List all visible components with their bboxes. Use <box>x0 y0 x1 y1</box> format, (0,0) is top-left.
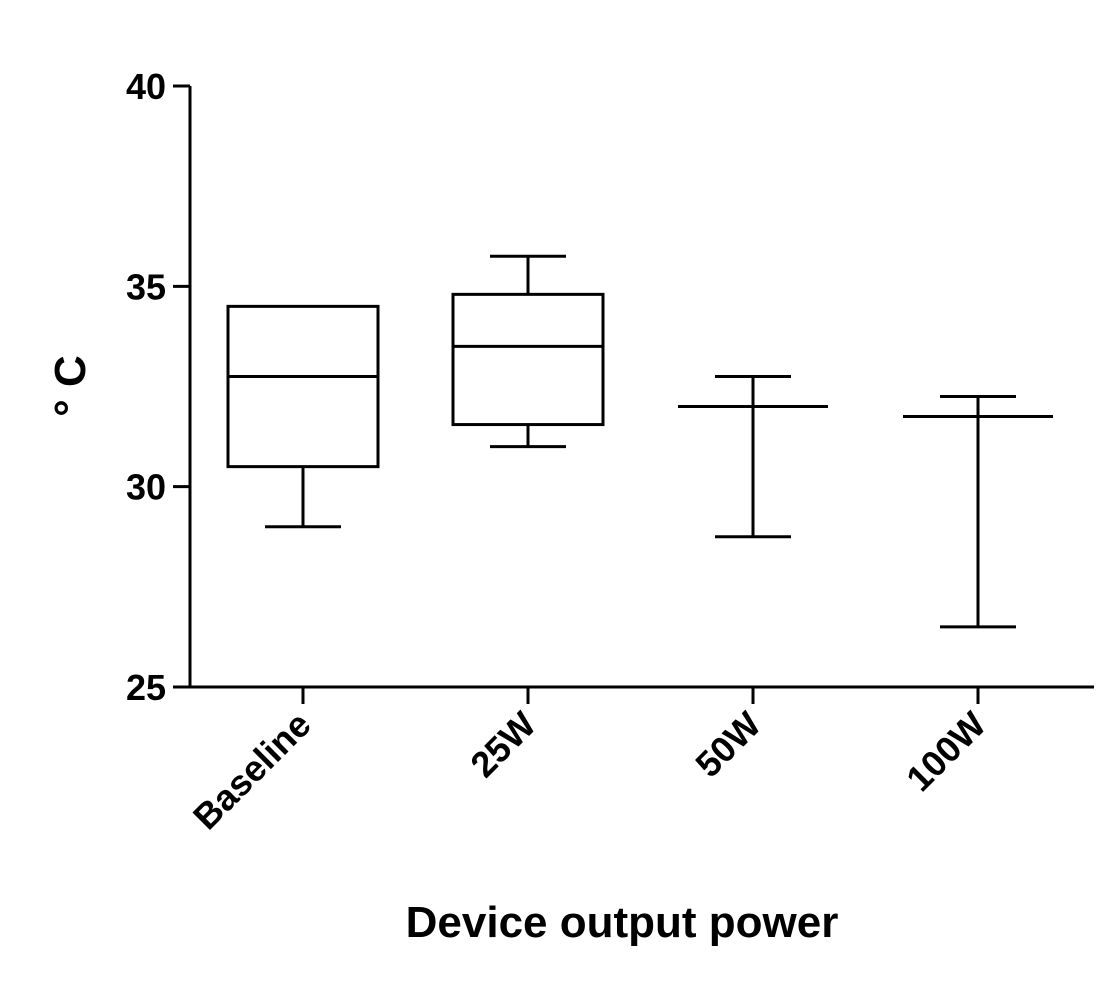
x-tick-label: 25W <box>462 704 543 785</box>
box-group <box>451 254 605 449</box>
y-tick-label: 35 <box>126 266 166 307</box>
y-axis: 25 30 35 40 <box>126 66 192 708</box>
x-tick-label: Baseline <box>185 704 319 838</box>
y-tick-label: 25 <box>126 667 166 708</box>
plot-marks <box>226 254 1053 629</box>
box-group <box>678 374 828 539</box>
box-group <box>903 395 1053 629</box>
x-axis-title: Device output power <box>406 898 839 947</box>
x-axis: Baseline 25W 50W 100W <box>185 685 1094 838</box>
y-axis-title: ° C <box>46 355 95 417</box>
x-tick-label: 50W <box>687 704 768 785</box>
y-tick-label: 30 <box>126 467 166 508</box>
y-tick-label: 40 <box>126 66 166 107</box>
box-iqr <box>451 292 605 427</box>
x-tick-label: 100W <box>898 704 994 800</box>
box-group <box>226 304 380 529</box>
box-iqr <box>226 304 380 469</box>
